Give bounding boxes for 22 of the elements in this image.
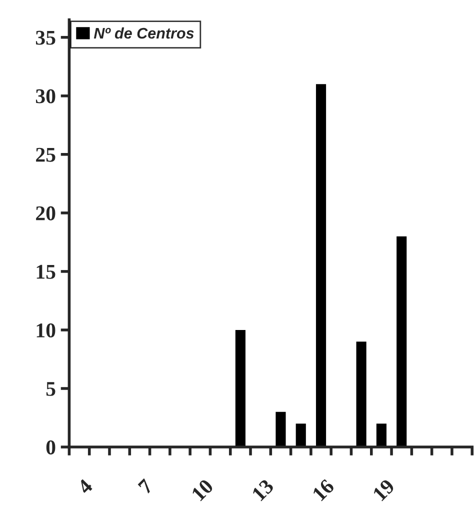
legend-label: Nº de Centros — [94, 27, 194, 39]
x-tick-label: 10 — [191, 478, 214, 502]
bar — [235, 330, 246, 448]
y-tick-label: 0 — [46, 440, 56, 454]
x-tick-label: 7 — [138, 478, 154, 494]
x-tick-label: 4 — [76, 478, 94, 495]
x-tick-label: 19 — [372, 478, 396, 502]
bar — [376, 424, 386, 448]
y-tick-label: 5 — [46, 382, 56, 396]
bar — [296, 424, 306, 448]
x-tick-label: 13 — [252, 478, 274, 502]
y-tick-label: 35 — [36, 30, 56, 45]
y-tick-label: 10 — [36, 323, 56, 338]
y-tick-label: 20 — [36, 206, 56, 220]
bar — [356, 342, 366, 448]
bar — [316, 84, 326, 448]
bar — [396, 236, 407, 448]
y-tick-label: 30 — [36, 89, 56, 104]
y-tick-label: 15 — [36, 264, 56, 279]
y-tick-label: 25 — [36, 148, 56, 162]
bar — [276, 412, 286, 448]
x-tick-label: 16 — [312, 478, 335, 502]
